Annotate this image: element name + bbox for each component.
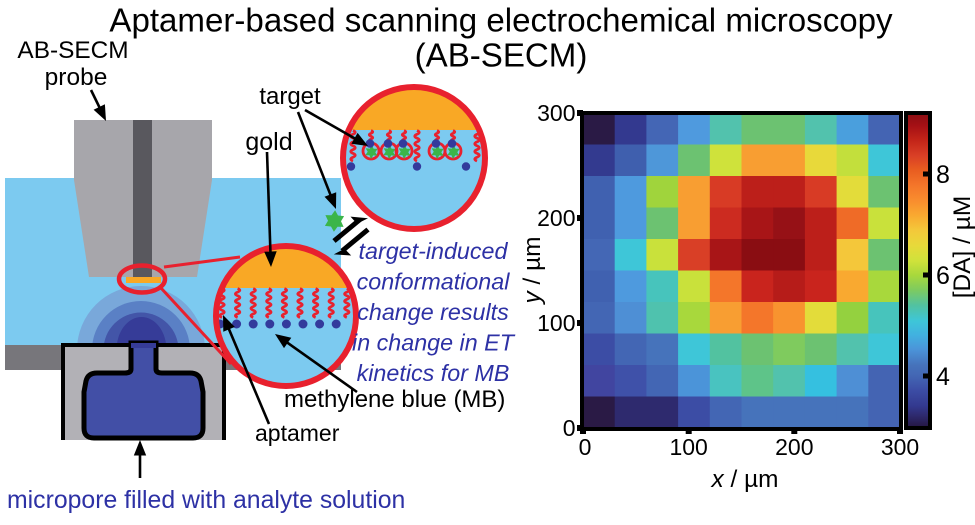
- svg-text:target: target: [259, 83, 321, 110]
- svg-text:kinetics for MB: kinetics for MB: [357, 360, 510, 386]
- svg-text:micropore filled with analyte: micropore filled with analyte solution: [7, 487, 405, 514]
- svg-text:aptamer: aptamer: [255, 420, 340, 446]
- svg-text:x / µm: x / µm: [711, 466, 779, 493]
- svg-text:4: 4: [936, 363, 950, 391]
- svg-text:0: 0: [563, 415, 576, 441]
- svg-text:probe: probe: [45, 64, 108, 91]
- svg-text:methylene blue (MB): methylene blue (MB): [284, 386, 505, 413]
- svg-text:[DA] / µM: [DA] / µM: [949, 196, 975, 299]
- svg-text:300: 300: [537, 100, 575, 126]
- svg-text:y / µm: y / µm: [519, 237, 546, 306]
- svg-text:gold: gold: [245, 128, 292, 156]
- svg-text:200: 200: [537, 205, 575, 231]
- svg-text:6: 6: [936, 262, 950, 290]
- svg-text:100: 100: [537, 310, 575, 336]
- svg-text:100: 100: [669, 434, 707, 460]
- svg-text:target-induced: target-induced: [359, 238, 509, 264]
- svg-text:0: 0: [579, 434, 592, 460]
- svg-text:Aptamer-based scanning electro: Aptamer-based scanning electrochemical m…: [109, 3, 893, 40]
- svg-text:conformational: conformational: [357, 269, 511, 295]
- svg-text:300: 300: [881, 434, 919, 460]
- svg-text:200: 200: [775, 434, 813, 460]
- svg-text:AB-SECM: AB-SECM: [17, 37, 128, 64]
- svg-text:change results: change results: [357, 299, 509, 325]
- svg-text:8: 8: [936, 161, 950, 189]
- svg-text:(AB-SECM): (AB-SECM): [415, 38, 588, 75]
- svg-text:in change in ET: in change in ET: [352, 330, 516, 356]
